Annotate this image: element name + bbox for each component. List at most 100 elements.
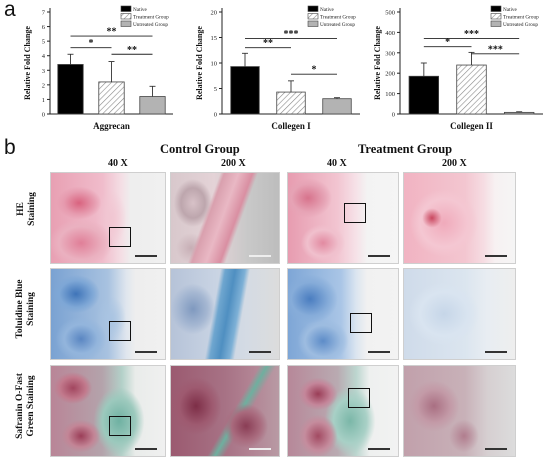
- y-tick-label: 6: [42, 24, 46, 31]
- he-treatment-200x-image: [403, 172, 516, 264]
- mag-control-40x: 40 X: [108, 158, 128, 169]
- he-control-40x-scale-bar: [135, 255, 157, 257]
- row-label-he: HE Staining: [16, 186, 38, 232]
- tb-treatment-200x-image: [403, 268, 516, 360]
- legend-swatch: [307, 13, 319, 20]
- significance-label: *: [445, 37, 450, 48]
- bar-2: [98, 81, 125, 115]
- significance-label: ***: [284, 29, 299, 40]
- y-tick-label: 2: [42, 82, 45, 89]
- tb-control-200x-scale-bar: [249, 351, 271, 353]
- bar-3: [322, 98, 352, 115]
- y-tick-label: 4: [42, 53, 46, 60]
- legend-label: Native: [503, 7, 518, 13]
- tb-control-40x-scale-bar: [135, 351, 157, 353]
- row-label-toluidine: Toluidine Blue Staining: [15, 259, 37, 359]
- so-control-40x-image: [50, 365, 166, 457]
- tb-treatment-200x-scale-bar: [485, 351, 507, 353]
- legend-label: Untreated Group: [320, 22, 355, 28]
- significance-label: ***: [488, 44, 503, 55]
- y-tick-label: 0: [392, 112, 395, 119]
- legend-swatch: [307, 5, 319, 12]
- so-control-200x-image: [170, 365, 280, 457]
- y-tick-label: 400: [385, 30, 395, 37]
- row-label-safranin-line2: Green Staining: [26, 375, 36, 437]
- legend-swatch: [490, 20, 502, 27]
- tb-control-40x-image: [50, 268, 166, 360]
- significance-label: **: [127, 45, 137, 56]
- he-control-zoom-box: [109, 227, 131, 247]
- he-control-200x-scale-bar: [249, 255, 271, 257]
- panel-b-letter: b: [4, 136, 16, 159]
- legend-label: Treatment Group: [133, 15, 169, 21]
- legend-swatch: [307, 20, 319, 27]
- significance-label: *: [89, 38, 94, 49]
- legend-label: Untreated Group: [133, 22, 168, 28]
- chart-collagen-i: 0 5 10 15 20 Relative Fold Change ** *** * Colleg…: [190, 0, 370, 140]
- row-label-toluidine-line1: Toluidine Blue: [15, 279, 25, 339]
- y-tick-label: 15: [211, 35, 218, 42]
- legend-swatch: [120, 13, 132, 20]
- row-label-safranin-line1: Safranin O-Fast: [15, 373, 25, 439]
- control-group-heading: Control Group: [160, 142, 240, 156]
- row-label-toluidine-line2: Staining: [26, 292, 36, 326]
- y-axis-label: Relative Fold Change: [23, 26, 32, 100]
- row-label-he-line1: HE: [16, 202, 26, 216]
- y-tick-label: 300: [385, 50, 395, 57]
- significance-label: *: [312, 65, 317, 76]
- chart-title: Aggrecan: [93, 121, 130, 131]
- y-tick-label: 0: [42, 112, 45, 119]
- significance-label: ***: [464, 29, 479, 40]
- y-axis-label: Relative Fold Change: [373, 26, 382, 100]
- tb-control-zoom-box: [109, 321, 131, 341]
- so-treatment-zoom-box: [348, 388, 370, 408]
- significance-label: **: [263, 38, 273, 49]
- bar-2: [456, 64, 487, 115]
- y-tick-label: 10: [211, 61, 218, 68]
- he-control-200x-image: [170, 172, 280, 264]
- y-tick-label: 3: [42, 68, 45, 75]
- mag-control-200x: 200 X: [221, 158, 246, 169]
- so-control-200x-scale-bar: [249, 448, 271, 450]
- mag-treatment-200x: 200 X: [442, 158, 467, 169]
- bar-2: [276, 91, 306, 115]
- legend-label: Treatment Group: [503, 15, 539, 21]
- tb-treatment-zoom-box: [350, 313, 372, 333]
- row-label-safranin: Safranin O-Fast Green Staining: [15, 356, 37, 456]
- he-treatment-zoom-box: [344, 203, 366, 223]
- so-control-zoom-box: [109, 416, 131, 436]
- y-tick-label: 5: [214, 86, 217, 93]
- y-tick-label: 500: [385, 10, 395, 17]
- so-treatment-200x-image: [403, 365, 516, 457]
- legend-swatch: [490, 13, 502, 20]
- he-treatment-40x-image: [287, 172, 399, 264]
- so-control-40x-scale-bar: [135, 448, 157, 450]
- y-axis-label: Relative Fold Change: [195, 26, 204, 100]
- bar-1: [230, 66, 260, 115]
- legend-swatch: [120, 5, 132, 12]
- y-tick-label: 5: [42, 39, 45, 46]
- y-tick-label: 100: [385, 91, 395, 98]
- mag-treatment-40x: 40 X: [327, 158, 347, 169]
- so-treatment-40x-scale-bar: [368, 448, 390, 450]
- row-label-he-line2: Staining: [27, 192, 37, 226]
- he-control-40x-image: [50, 172, 166, 264]
- y-tick-label: 0: [214, 112, 217, 119]
- he-treatment-40x-scale-bar: [368, 255, 390, 257]
- legend-swatch: [490, 5, 502, 12]
- bar-3: [503, 111, 535, 115]
- legend-label: Treatment Group: [320, 15, 356, 21]
- y-tick-label: 200: [385, 71, 395, 78]
- tb-treatment-40x-scale-bar: [368, 351, 390, 353]
- so-treatment-40x-image: [287, 365, 399, 457]
- tb-control-200x-image: [170, 268, 280, 360]
- chart-title: Collegen I: [271, 121, 311, 131]
- chart-title: Collegen II: [450, 121, 493, 131]
- legend-label: Untreated Group: [503, 22, 538, 28]
- he-treatment-200x-scale-bar: [485, 255, 507, 257]
- chart-collagen-ii: 0 100 200 300 400 500 Relative Fold Change * ***…: [368, 0, 553, 140]
- y-tick-label: 7: [42, 10, 46, 17]
